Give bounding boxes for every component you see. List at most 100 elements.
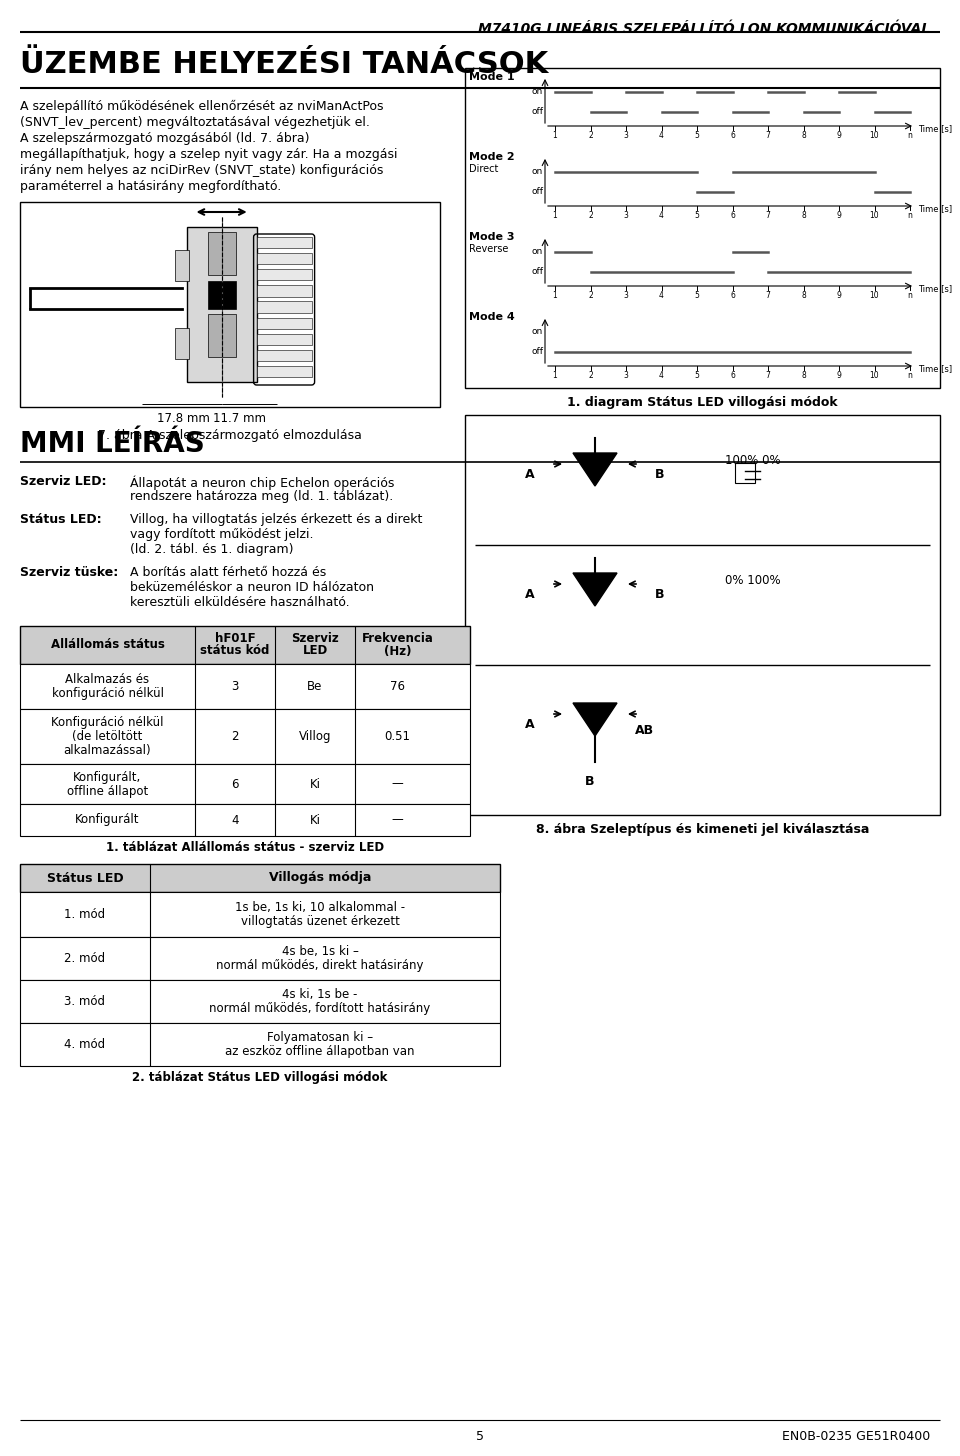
Text: (SNVT_lev_percent) megváltoztatásával végezhetjük el.: (SNVT_lev_percent) megváltoztatásával vé…	[20, 116, 370, 130]
Text: 4: 4	[660, 291, 664, 300]
Text: Ki: Ki	[309, 814, 321, 827]
Text: Státus LED:: Státus LED:	[20, 513, 102, 526]
Text: B: B	[655, 469, 664, 482]
Bar	[207, 314, 235, 357]
Bar	[207, 232, 235, 275]
Text: Alkalmazás és: Alkalmazás és	[65, 673, 150, 686]
Text: 2: 2	[231, 729, 239, 743]
Text: 3: 3	[624, 211, 629, 220]
Text: 6: 6	[730, 211, 735, 220]
Text: B: B	[586, 775, 595, 788]
Bar	[256, 301, 312, 313]
Text: megállapíthatjuk, hogy a szelep nyit vagy zár. Ha a mozgási: megállapíthatjuk, hogy a szelep nyit vag…	[20, 149, 397, 162]
Text: Mode 2: Mode 2	[469, 151, 515, 162]
Text: A: A	[525, 588, 535, 601]
Text: rendszere határozza meg (ld. 1. táblázat).: rendszere határozza meg (ld. 1. táblázat…	[130, 491, 394, 502]
Text: —: —	[392, 778, 403, 791]
Text: Time [s]: Time [s]	[918, 364, 952, 374]
Text: M7410G LINEÁRIS SZELEPÁLLÍTÓ LON KOMMUNIKÁCIÓVAL: M7410G LINEÁRIS SZELEPÁLLÍTÓ LON KOMMUNI…	[478, 22, 930, 36]
Text: 1. mód: 1. mód	[64, 909, 106, 922]
Text: 9: 9	[836, 371, 841, 380]
Text: 4: 4	[660, 211, 664, 220]
Text: on: on	[532, 248, 543, 256]
Text: off: off	[531, 348, 543, 357]
Text: A: A	[525, 718, 535, 731]
Text: A: A	[525, 469, 535, 482]
Text: Ki: Ki	[309, 778, 321, 791]
Text: B: B	[655, 588, 664, 601]
Text: 7: 7	[765, 291, 771, 300]
Text: Folyamatosan ki –: Folyamatosan ki –	[267, 1031, 373, 1044]
Text: 76: 76	[390, 680, 405, 693]
Bar	[256, 269, 312, 281]
Bar	[256, 349, 312, 361]
Bar	[20, 709, 470, 764]
Text: Mode 3: Mode 3	[469, 232, 515, 242]
Bar	[256, 365, 312, 377]
Text: paraméterrel a hatásirány megfordítható.: paraméterrel a hatásirány megfordítható.	[20, 181, 281, 194]
Text: 4s ki, 1s be -: 4s ki, 1s be -	[282, 989, 358, 1002]
Text: 4: 4	[660, 371, 664, 380]
Text: hF01F: hF01F	[215, 632, 255, 645]
Text: 6: 6	[730, 291, 735, 300]
Text: villogtatás üzenet érkezett: villogtatás üzenet érkezett	[241, 914, 399, 927]
Bar	[175, 250, 188, 281]
Text: 1: 1	[553, 131, 558, 140]
Text: (de letöltött: (de letöltött	[72, 729, 143, 743]
Text: Villogás módja: Villogás módja	[269, 872, 372, 884]
Text: 2. mód: 2. mód	[64, 952, 106, 965]
Text: 3: 3	[624, 371, 629, 380]
Text: 10: 10	[870, 291, 879, 300]
Text: 7: 7	[765, 131, 771, 140]
Text: 9: 9	[836, 211, 841, 220]
Text: Time [s]: Time [s]	[918, 125, 952, 134]
Bar	[186, 227, 256, 381]
Text: 3: 3	[624, 131, 629, 140]
Polygon shape	[573, 703, 617, 735]
Text: (ld. 2. tábl. és 1. diagram): (ld. 2. tábl. és 1. diagram)	[130, 543, 294, 556]
Text: Státus LED: Státus LED	[47, 872, 123, 884]
Text: 1. diagram Státus LED villogási módok: 1. diagram Státus LED villogási módok	[567, 396, 838, 409]
Bar	[20, 202, 440, 408]
Text: AB: AB	[635, 724, 654, 737]
Text: 5: 5	[695, 291, 700, 300]
Text: off: off	[531, 268, 543, 277]
Bar	[20, 938, 500, 980]
Bar	[256, 317, 312, 329]
Text: keresztüli elküldésére használható.: keresztüli elküldésére használható.	[130, 596, 349, 609]
Text: n: n	[907, 371, 912, 380]
Text: 3. mód: 3. mód	[64, 994, 106, 1008]
Text: 8. ábra Szeleptípus és kimeneti jel kiválasztása: 8. ábra Szeleptípus és kimeneti jel kivá…	[536, 823, 869, 836]
Text: 1: 1	[553, 211, 558, 220]
Text: on: on	[532, 328, 543, 336]
Bar	[465, 415, 940, 815]
Text: Reverse: Reverse	[469, 245, 509, 253]
Text: Konfigurált,: Konfigurált,	[73, 770, 142, 783]
Text: 6: 6	[730, 371, 735, 380]
Text: 6: 6	[730, 131, 735, 140]
Text: 9: 9	[836, 131, 841, 140]
Text: 2: 2	[588, 131, 593, 140]
Bar	[256, 333, 312, 345]
Text: 0% 100%: 0% 100%	[725, 574, 780, 587]
Text: LED: LED	[302, 645, 327, 658]
Text: on: on	[532, 167, 543, 176]
Text: alkalmazással): alkalmazással)	[63, 744, 152, 757]
Text: 4s be, 1s ki –: 4s be, 1s ki –	[281, 945, 358, 958]
Text: Villog, ha villogtatás jelzés érkezett és a direkt: Villog, ha villogtatás jelzés érkezett é…	[130, 513, 422, 526]
Text: off: off	[531, 108, 543, 116]
Text: Mode 4: Mode 4	[469, 312, 515, 322]
Text: 0.51: 0.51	[385, 729, 411, 743]
Text: Direct: Direct	[469, 165, 498, 175]
Bar	[20, 980, 500, 1024]
Text: vagy fordított működést jelzi.: vagy fordított működést jelzi.	[130, 529, 314, 542]
Bar	[20, 1024, 500, 1066]
Text: n: n	[907, 211, 912, 220]
Text: A borítás alatt férhető hozzá és: A borítás alatt férhető hozzá és	[130, 566, 326, 579]
Text: 7: 7	[765, 371, 771, 380]
Text: Time [s]: Time [s]	[918, 284, 952, 294]
Text: Állapotát a neuron chip Echelon operációs: Állapotát a neuron chip Echelon operáció…	[130, 475, 395, 489]
Text: 2. táblázat Státus LED villogási módok: 2. táblázat Státus LED villogási módok	[132, 1072, 388, 1085]
Bar	[256, 253, 312, 265]
Text: 8: 8	[802, 371, 805, 380]
